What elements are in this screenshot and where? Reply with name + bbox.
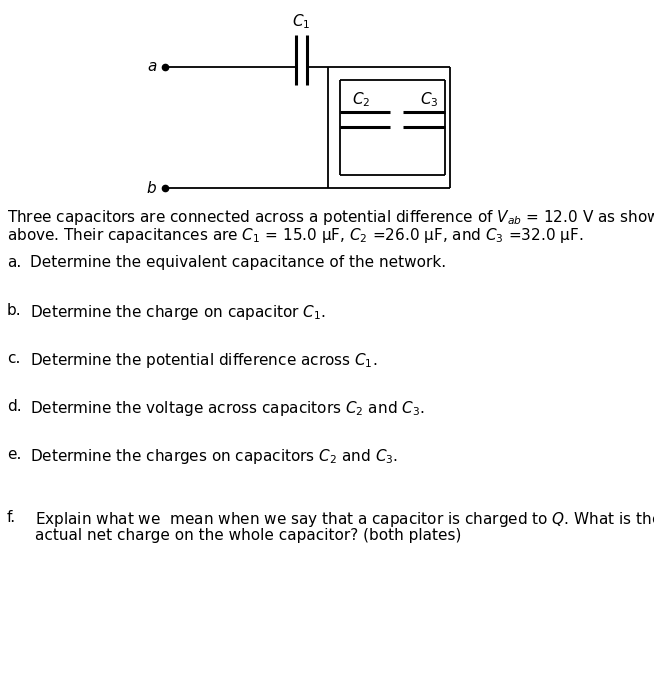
Text: f.: f. [7, 510, 16, 525]
Text: Determine the potential difference across $C_1$.: Determine the potential difference acros… [30, 351, 377, 370]
Text: $a$: $a$ [146, 60, 157, 74]
Text: c.: c. [7, 351, 20, 366]
Text: d.: d. [7, 399, 22, 414]
Text: b.: b. [7, 303, 22, 318]
Text: actual net charge on the whole capacitor? (both plates): actual net charge on the whole capacitor… [35, 528, 461, 543]
Text: $C_2$: $C_2$ [352, 90, 370, 109]
Text: a.: a. [7, 255, 21, 270]
Text: Three capacitors are connected across a potential difference of $V_{ab}$ = 12.0 : Three capacitors are connected across a … [7, 208, 654, 227]
Text: Determine the voltage across capacitors $C_2$ and $C_3$.: Determine the voltage across capacitors … [30, 399, 424, 418]
Text: Determine the charge on capacitor $C_1$.: Determine the charge on capacitor $C_1$. [30, 303, 326, 322]
Text: Determine the charges on capacitors $C_2$ and $C_3$.: Determine the charges on capacitors $C_2… [30, 447, 398, 466]
Text: above. Their capacitances are $C_1$ = 15.0 μF, $C_2$ =26.0 μF, and $C_3$ =32.0 μ: above. Their capacitances are $C_1$ = 15… [7, 226, 583, 245]
Text: $C_1$: $C_1$ [292, 12, 311, 31]
Text: e.: e. [7, 447, 22, 462]
Text: $b$: $b$ [146, 180, 157, 196]
Text: $C_3$: $C_3$ [420, 90, 438, 109]
Text: Explain what we  mean when we say that a capacitor is charged to $Q$. What is th: Explain what we mean when we say that a … [35, 510, 654, 529]
Text: Determine the equivalent capacitance of the network.: Determine the equivalent capacitance of … [30, 255, 446, 270]
